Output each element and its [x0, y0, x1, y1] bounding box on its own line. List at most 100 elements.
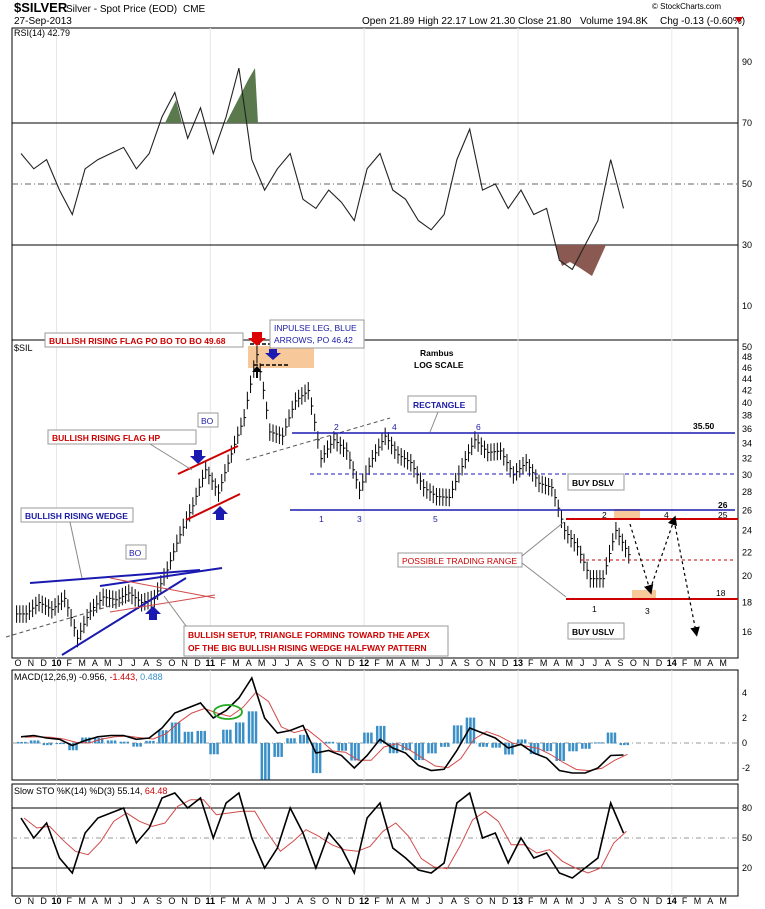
month-label: O	[322, 896, 329, 906]
month-label: O	[630, 896, 637, 906]
svg-text:INPULSE LEG, BLUE: INPULSE LEG, BLUE	[274, 323, 357, 333]
macd-hist-bar	[440, 743, 443, 747]
rect-point-1: 1	[319, 514, 324, 524]
macd-hist-bar	[247, 711, 251, 744]
macd-hist-bar	[498, 743, 501, 748]
macd-hist-bar	[328, 741, 331, 744]
price-tick: 50	[742, 342, 752, 352]
bullish-setup-callout: BULLISH SETUP, TRIANGLE FORMING TOWARD T…	[163, 595, 449, 657]
month-label: N	[28, 658, 35, 668]
price-tick: 22	[742, 547, 752, 557]
month-label: D	[40, 658, 47, 668]
macd-hist-bar	[469, 717, 472, 744]
macd-hist-bar	[555, 743, 558, 761]
month-label: A	[400, 896, 406, 906]
month-label: D	[194, 658, 201, 668]
month-label: J	[593, 658, 598, 668]
month-label: M	[258, 896, 266, 906]
macd-hist-bar	[337, 743, 340, 751]
macd-hist-bar	[119, 741, 123, 744]
macd-hist-bar	[36, 740, 40, 744]
sto-tick: 50	[742, 833, 752, 843]
svg-text:BO: BO	[129, 548, 142, 558]
macd-hist-bar	[254, 711, 258, 744]
month-label: J	[118, 658, 123, 668]
month-label: M	[540, 896, 548, 906]
price-tick: 34	[742, 438, 752, 448]
sto-ticks: 80 50 20	[742, 803, 752, 873]
macd-hist-bar	[273, 743, 276, 757]
month-label: J	[285, 658, 290, 668]
rsi-oversold-fill	[555, 245, 606, 276]
svg-text:OF THE BIG BULLISH RISING WEDG: OF THE BIG BULLISH RISING WEDGE HALFWAY …	[188, 643, 427, 653]
triangle-top-line	[109, 577, 216, 599]
macd-hist-bar	[606, 732, 610, 744]
macd-hist-bar	[177, 722, 181, 744]
month-label: 13	[513, 896, 523, 906]
macd-hist-bar	[299, 734, 302, 744]
macd-hist-bar	[187, 731, 190, 744]
macd-hist-bar	[276, 743, 280, 757]
rsi-tick: 90	[742, 57, 752, 67]
month-label: J	[272, 896, 277, 906]
macd-hist-bar	[516, 739, 520, 744]
month-label: F	[528, 658, 534, 668]
month-label: F	[682, 658, 688, 668]
macd-hist-bar	[113, 740, 117, 744]
month-label: N	[181, 658, 188, 668]
macd-signal-line	[24, 691, 628, 772]
macd-hist-bar	[447, 743, 450, 747]
neckline-dashed	[245, 417, 391, 461]
macd-hist-bar	[139, 743, 142, 747]
buy-dslv-callout: BUY DSLV	[567, 473, 625, 491]
sto-label: Slow STO %K(14) %D(3) 55.14, 64.48	[14, 786, 167, 796]
macd-hist-bar	[229, 729, 232, 744]
rsi-label: RSI(14) 42.79	[14, 28, 70, 38]
top-level-label: 35.50	[693, 421, 715, 431]
month-label: 14	[667, 658, 677, 668]
macd-hist-bar	[238, 722, 241, 744]
macd-hist-bar	[260, 743, 264, 780]
macd-hist-bar	[212, 743, 216, 755]
ohlc-high: High 22.17	[418, 16, 467, 27]
macd-hist-bar	[106, 740, 110, 744]
price-panel	[11, 339, 739, 659]
macd-histogram	[17, 711, 630, 780]
svg-text:BULLISH SETUP, TRIANGLE FORMIN: BULLISH SETUP, TRIANGLE FORMING TOWARD T…	[188, 630, 430, 640]
month-label: N	[181, 896, 188, 906]
chart-date: 27-Sep-2013	[14, 16, 72, 27]
svg-text:BUY USLV: BUY USLV	[572, 627, 615, 637]
sto-tick: 80	[742, 803, 752, 813]
macd-hist-bar	[520, 739, 523, 744]
rsi-tick: 10	[742, 301, 752, 311]
macd-hist-bar	[29, 740, 33, 744]
month-label: M	[232, 896, 240, 906]
macd-hist-bar	[199, 730, 203, 744]
macd-hist-bar	[388, 743, 392, 754]
month-label: S	[310, 658, 316, 668]
rect-point-2: 2	[334, 422, 339, 432]
month-label: O	[476, 658, 483, 668]
month-label: F	[374, 658, 380, 668]
macd-hist-bar	[62, 743, 65, 745]
month-label: F	[220, 896, 226, 906]
macd-tick: 4	[742, 688, 747, 698]
macd-hist-bar	[24, 741, 27, 744]
macd-hist-bar	[558, 743, 562, 761]
macd-hist-bar	[482, 743, 485, 747]
month-label: N	[335, 896, 342, 906]
macd-hist-bar	[363, 732, 366, 744]
macd-hist-bar	[241, 722, 245, 744]
level-25-label: 25	[718, 510, 728, 520]
month-label: S	[156, 658, 162, 668]
price-bars	[16, 346, 631, 648]
month-label: J	[426, 658, 431, 668]
macd-hist-bar	[511, 743, 514, 755]
month-label: D	[348, 658, 355, 668]
month-label: M	[258, 658, 266, 668]
month-label: S	[618, 658, 624, 668]
level-18-label: 18	[716, 588, 726, 598]
range-point-2: 2	[602, 510, 607, 520]
macd-hist-bar	[222, 729, 225, 744]
